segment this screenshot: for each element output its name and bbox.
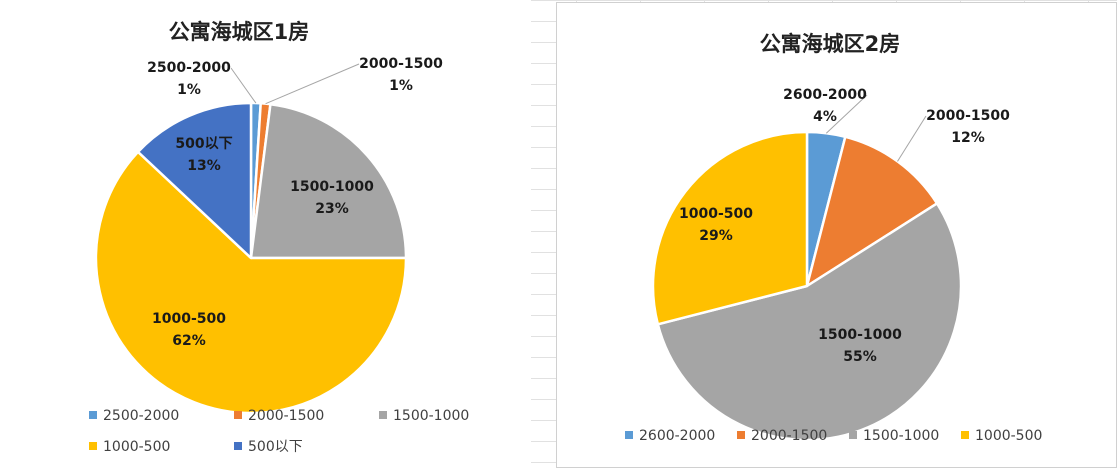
legend-swatch — [89, 442, 97, 450]
pie-slice-1000-500[interactable] — [651, 130, 809, 326]
legend-swatch — [961, 431, 969, 439]
data-label-percent: 55% — [843, 349, 877, 365]
data-label-category: 1000-500 — [152, 311, 226, 327]
data-label-percent: 1% — [389, 78, 413, 94]
data-label-category: 2600-2000 — [783, 87, 867, 103]
legend-swatch — [737, 431, 745, 439]
data-label-percent: 13% — [187, 158, 221, 174]
pie-chart-2-room-canvas: 公寓海城区2房 2600-2000 4% 2000-1500 12% 1500-1000… — [625, 32, 1042, 444]
leader-lines — [825, 94, 927, 162]
legend-entry[interactable]: 2000-1500 — [751, 428, 827, 444]
legend-swatch — [625, 431, 633, 439]
data-label-percent: 23% — [315, 201, 349, 217]
legend-entry[interactable]: 2600-2000 — [639, 428, 715, 444]
legend-swatch — [234, 442, 242, 450]
legend-entry[interactable]: 1500-1000 — [863, 428, 939, 444]
pie-slices — [651, 130, 963, 442]
leader-line — [265, 63, 360, 105]
pie-slice-1500-1000[interactable] — [656, 202, 963, 442]
legend-swatch — [379, 411, 387, 419]
legend-entry[interactable]: 2000-1500 — [248, 408, 324, 424]
data-label-percent: 29% — [699, 228, 733, 244]
data-labels: 2500-2000 1% 2000-1500 1% 1500-1000 23% 1000-5… — [147, 56, 443, 349]
legend-entry[interactable]: 1500-1000 — [393, 408, 469, 424]
pie-slices — [94, 101, 408, 415]
legend: 2500-2000 2000-1500 1500-1000 1000-500 500以下 — [89, 408, 469, 455]
leader-line — [230, 67, 257, 104]
data-label-percent: 1% — [177, 82, 201, 98]
data-label-category: 2500-2000 — [147, 60, 231, 76]
data-label-category: 2000-1500 — [926, 108, 1010, 124]
leader-line — [897, 115, 927, 162]
legend-entry[interactable]: 1000-500 — [103, 439, 170, 455]
pie-slice-1000-500[interactable] — [94, 150, 408, 415]
data-label-category: 2000-1500 — [359, 56, 443, 72]
pie-slice-500以下[interactable] — [136, 101, 253, 260]
legend-entry[interactable]: 500以下 — [248, 439, 303, 455]
pie-chart-1-room-canvas: 公寓海城区1房 2500-20001%2000-15001%1500-10002… — [89, 20, 469, 455]
leader-line — [825, 94, 868, 134]
legend-entry[interactable]: 2500-2000 — [103, 408, 179, 424]
pie-chart-1-room[interactable]: 公寓海城区1房 2500-2000 1% 2000-1500 1% 1500-1000 2… — [0, 0, 531, 468]
data-label-category: 500以下 — [175, 136, 232, 152]
legend-swatch — [89, 411, 97, 419]
leader-lines — [230, 63, 360, 105]
data-label-percent: 62% — [172, 333, 206, 349]
legend: 2600-2000 2000-1500 1500-1000 1000-500 — [625, 428, 1042, 444]
pie-slice-1500-1000[interactable] — [249, 102, 408, 260]
chart-title: 公寓海城区2房 — [760, 32, 901, 56]
data-label-percent: 4% — [813, 109, 837, 125]
data-label-category: 1500-1000 — [290, 179, 374, 195]
legend-entry[interactable]: 1000-500 — [975, 428, 1042, 444]
data-label-category: 1000-500 — [679, 206, 753, 222]
pie-chart-2-room[interactable]: 公寓海城区2房 2600-2000 4% 2000-1500 12% 1500-1000… — [556, 2, 1117, 468]
legend-swatch — [849, 431, 857, 439]
chart-title: 公寓海城区1房 — [169, 20, 310, 44]
data-label-percent: 12% — [951, 130, 985, 146]
data-label-category: 1500-1000 — [818, 327, 902, 343]
legend-swatch — [234, 411, 242, 419]
data-labels: 2600-2000 4% 2000-1500 12% 1500-1000 55% 1000-… — [679, 87, 1010, 365]
